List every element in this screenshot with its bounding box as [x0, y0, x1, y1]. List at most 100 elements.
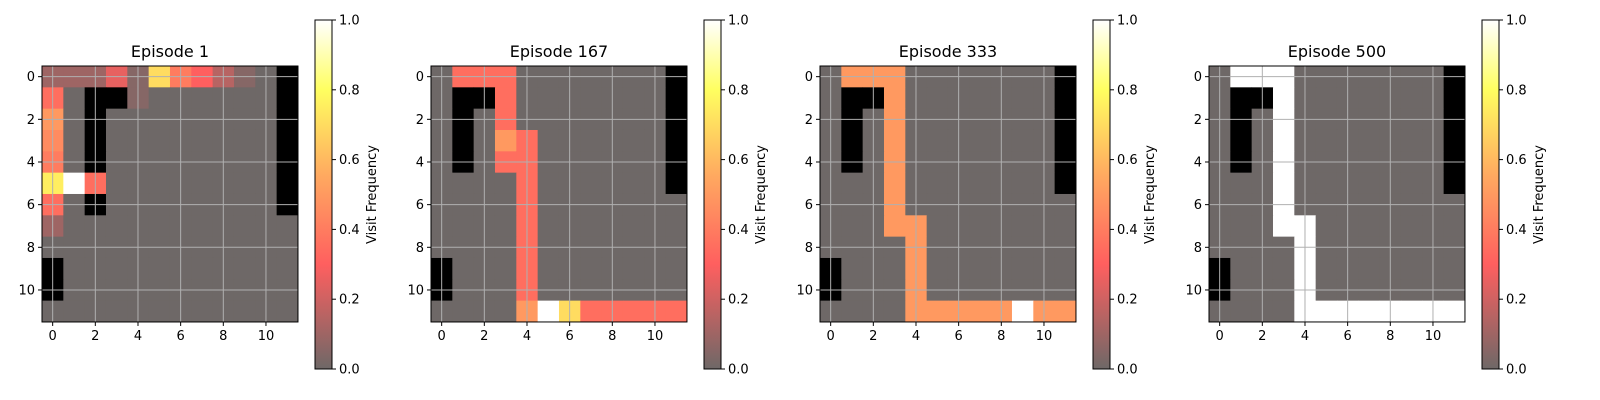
- wall-cell: [841, 87, 864, 110]
- wall-cell: [665, 87, 688, 110]
- heatmap-cell: [622, 215, 645, 238]
- colorbar-tick-label: 0.6: [339, 153, 360, 168]
- y-tick-label: 0: [416, 70, 424, 85]
- x-tick-label: 4: [523, 329, 531, 344]
- x-tick-label: 2: [1258, 329, 1266, 344]
- heatmap-cell: [883, 87, 906, 110]
- x-tick-label: 0: [49, 329, 57, 344]
- heatmap-cell: [622, 87, 645, 110]
- heatmap-cell: [883, 129, 906, 152]
- heatmap-cell: [191, 215, 214, 238]
- heatmap-cell: [1358, 87, 1381, 110]
- grid-lines: [820, 66, 1076, 322]
- heatmap-cell: [1230, 257, 1253, 280]
- heatmap-cell: [1272, 300, 1295, 323]
- heatmap-cell: [622, 129, 645, 152]
- heatmap-cell: [191, 257, 214, 280]
- colorbar-label: Visit Frequency: [754, 145, 769, 244]
- heatmap-cell: [1011, 215, 1034, 238]
- grid-lines: [431, 66, 687, 322]
- heatmap-cell: [537, 87, 560, 110]
- heatmap-cell: [883, 215, 906, 238]
- heatmap-cell: [622, 172, 645, 195]
- colorbar-label: Visit Frequency: [1143, 145, 1158, 244]
- wall-cell: [1230, 87, 1253, 110]
- y-tick-label: 8: [805, 241, 813, 256]
- colorbar-tick-label: 0.0: [1117, 363, 1138, 378]
- heatmap-cell: [191, 129, 214, 152]
- heatmap-cell: [1443, 257, 1466, 280]
- heatmap-cell: [1054, 215, 1077, 238]
- heatmap-cell: [148, 215, 171, 238]
- heatmap-cell: [191, 300, 214, 323]
- y-tick-label: 4: [805, 155, 813, 170]
- heatmap-cell: [494, 172, 517, 195]
- heatmap-cell: [883, 300, 906, 323]
- heatmap-cell: [841, 172, 864, 195]
- y-tick-label: 2: [27, 113, 35, 128]
- heatmap-cell: [1315, 129, 1338, 152]
- y-tick-label: 4: [416, 155, 424, 170]
- heatmap-cell: [1011, 257, 1034, 280]
- heatmap-cell: [1011, 300, 1034, 323]
- y-tick-label: 6: [805, 198, 813, 213]
- heatmap-cell: [276, 257, 299, 280]
- heatmap-cell: [926, 87, 949, 110]
- heatmap-panel-1: Episode 1 0 2 4 6 8 10 0 2 4 6 8 10 0.0 0.2 0.4 0.6 0.8 1.…: [18, 14, 380, 378]
- wall-cell: [452, 129, 475, 152]
- heatmap-cell: [1400, 129, 1423, 152]
- x-tick-label: 4: [134, 329, 142, 344]
- x-tick-label: 4: [1301, 329, 1309, 344]
- wall-cell: [1054, 172, 1077, 195]
- x-tick-label: 8: [219, 329, 227, 344]
- heatmap-cell: [622, 257, 645, 280]
- panel-title: Episode 1: [131, 42, 209, 61]
- heatmap-cell: [1230, 215, 1253, 238]
- heatmap-cell: [233, 129, 256, 152]
- axes-frame: [819, 65, 1077, 323]
- heatmap-cell: [665, 300, 688, 323]
- colorbar: [1092, 19, 1111, 370]
- heatmap-cell: [580, 87, 603, 110]
- y-tick-label: 0: [1194, 70, 1202, 85]
- heatmap-cells: [42, 66, 299, 323]
- heatmap-cell: [1315, 172, 1338, 195]
- heatmap-cell: [276, 215, 299, 238]
- heatmap-cell: [494, 215, 517, 238]
- heatmap-cell: [969, 215, 992, 238]
- wall-cell: [1230, 129, 1253, 152]
- heatmap-cell: [969, 129, 992, 152]
- colorbar-tick-label: 0.8: [1117, 83, 1138, 98]
- colorbar-tick-label: 0.2: [728, 293, 749, 308]
- colorbar-tick-label: 0.4: [339, 223, 360, 238]
- wall-cell: [105, 87, 128, 110]
- heatmap-cell: [233, 257, 256, 280]
- x-tick-label: 0: [438, 329, 446, 344]
- heatmap-cell: [969, 300, 992, 323]
- grid-lines: [42, 66, 298, 322]
- colorbar-tick-label: 0.6: [728, 153, 749, 168]
- x-tick-label: 2: [480, 329, 488, 344]
- heatmap-cell: [1011, 129, 1034, 152]
- y-tick-label: 4: [1194, 155, 1202, 170]
- x-tick-label: 10: [1036, 329, 1053, 344]
- y-tick-label: 6: [416, 198, 424, 213]
- heatmap-cell: [665, 257, 688, 280]
- heatmap-cell: [148, 87, 171, 110]
- heatmap-cells: [1209, 66, 1466, 323]
- x-tick-label: 6: [955, 329, 963, 344]
- wall-cell: [452, 87, 475, 110]
- heatmap-cell: [580, 172, 603, 195]
- heatmap-cell: [233, 87, 256, 110]
- wall-cell: [1443, 87, 1466, 110]
- heatmap-panel-2: Episode 167 0 2 4 6 8 10 0 2 4 6 8 10 0.0 0.2 0.4 0.6 0.8…: [407, 14, 769, 378]
- heatmap-cell: [841, 300, 864, 323]
- heatmap-cell: [1315, 300, 1338, 323]
- heatmap-cell: [926, 257, 949, 280]
- y-tick-label: 8: [27, 241, 35, 256]
- heatmap-cell: [233, 215, 256, 238]
- y-tick-label: 10: [407, 283, 424, 298]
- wall-cell: [665, 129, 688, 152]
- grid-lines: [1209, 66, 1465, 322]
- heatmap-cell: [63, 300, 86, 323]
